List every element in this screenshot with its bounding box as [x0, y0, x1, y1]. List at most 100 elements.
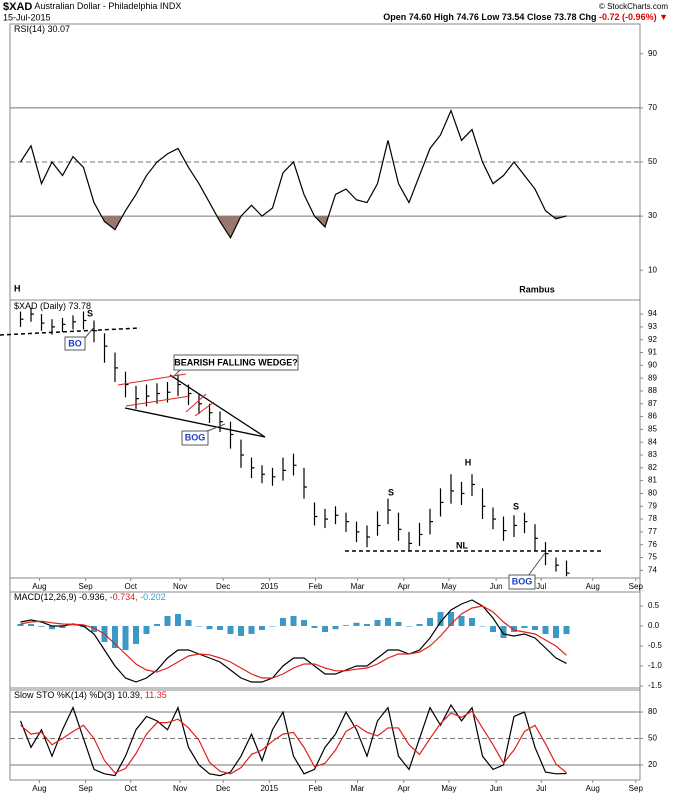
histogram-bar	[91, 626, 97, 632]
x-tick-label: May	[441, 582, 456, 591]
histogram-bar	[70, 625, 76, 627]
y-tick-label: -1.0	[648, 661, 662, 670]
callout-box	[181, 430, 209, 446]
annotation: BOG	[512, 576, 533, 586]
channel-line	[185, 393, 207, 413]
y-tick-label: 70	[648, 103, 657, 112]
legend-value: 10.39,	[117, 690, 142, 700]
annotation: BO	[68, 338, 82, 348]
y-tick-label: 94	[648, 309, 657, 318]
header-title: $XAD Australian Dollar - Philadelphia IN…	[3, 1, 181, 13]
histogram-bar	[511, 626, 517, 632]
x-tick-label: Mar	[351, 784, 365, 793]
histogram-bar	[563, 626, 570, 635]
histogram-bar	[122, 626, 129, 650]
histogram-bar	[374, 620, 381, 626]
y-tick-label: 20	[648, 760, 657, 769]
x-tick-label: Dec	[216, 582, 230, 591]
x-tick-label: Sep	[78, 784, 93, 793]
x-tick-label: May	[441, 784, 456, 793]
y-tick-label: 80	[648, 707, 657, 716]
y-tick-label: 0.0	[648, 621, 660, 630]
histogram-bar	[500, 626, 507, 638]
x-tick-label: Sep	[629, 582, 644, 591]
histogram-bar	[143, 626, 150, 634]
series-line	[19, 108, 567, 239]
y-tick-label: 30	[648, 211, 657, 220]
x-tick-label: Feb	[309, 784, 323, 793]
symbol-name: Australian Dollar - Philadelphia INDX	[34, 1, 181, 11]
legend-value: -0.936,	[79, 592, 107, 602]
histogram-bar	[490, 626, 496, 632]
x-tick-label: Aug	[586, 784, 600, 793]
x-tick-label: Dec	[216, 784, 230, 793]
y-tick-label: -0.5	[648, 641, 662, 650]
annotation: BOG	[185, 432, 206, 442]
callout-box	[508, 574, 536, 590]
legend-value: 11.35	[145, 690, 167, 700]
x-tick-label: Apr	[398, 582, 411, 591]
wedge-line	[124, 407, 266, 438]
callout	[171, 369, 181, 379]
histogram-bar	[343, 625, 349, 626]
y-tick-label: 82	[648, 463, 657, 472]
histogram-bar	[353, 622, 360, 626]
histogram-bar	[59, 626, 66, 628]
y-tick-label: 92	[648, 335, 657, 344]
histogram-bar	[469, 618, 475, 626]
y-tick-label: 77	[648, 527, 657, 536]
y-tick-label: 83	[648, 450, 657, 459]
histogram-bar	[322, 626, 328, 632]
x-tick-label: Oct	[125, 582, 138, 591]
x-tick-label: Jun	[490, 582, 503, 591]
quote-label: Low	[481, 12, 500, 22]
histogram-bar	[164, 616, 171, 626]
histogram-bar	[112, 626, 118, 648]
panel-title: RSI(14) 30.07	[14, 24, 70, 34]
quote-label: Chg	[579, 12, 597, 22]
x-tick-label: Jul	[536, 582, 546, 591]
x-tick-label: Aug	[586, 582, 600, 591]
quote-value: 73.54	[502, 12, 525, 22]
histogram-bar	[532, 626, 538, 630]
panel-title: $XAD (Daily) 73.78	[14, 301, 91, 311]
y-tick-label: 78	[648, 514, 657, 523]
y-tick-label: 79	[648, 501, 657, 510]
annotation: H	[465, 457, 472, 467]
x-tick-label: Apr	[398, 784, 411, 793]
y-tick-label: 76	[648, 540, 657, 549]
histogram-bar	[364, 624, 370, 626]
callout	[84, 325, 96, 339]
annotations: H Rambus S BO BEARISH FALLING WEDGE? BOG…	[0, 283, 603, 590]
wedge-line	[169, 374, 266, 438]
histogram-bar	[217, 626, 223, 630]
histogram-bar	[290, 616, 297, 626]
annotation: BEARISH FALLING WEDGE?	[174, 357, 298, 367]
date: 15-Jul-2015	[3, 12, 51, 22]
quote-label: Open	[383, 12, 406, 22]
panel-title: MACD(12,26,9) -0.936, -0.734, -0.202	[14, 592, 166, 602]
histogram-bar	[479, 626, 486, 627]
title: Slow STO %K(14) %D(3)	[14, 690, 115, 700]
title: $XAD (Daily)	[14, 301, 66, 311]
histogram-bar	[280, 618, 286, 626]
y-tick-label: 50	[648, 157, 657, 166]
histogram-bar	[196, 626, 202, 627]
channel-line	[125, 395, 191, 407]
histogram-bar	[385, 618, 391, 626]
callout-box	[64, 336, 86, 351]
panel-title: Slow STO %K(14) %D(3) 10.39, 11.35	[14, 690, 167, 700]
histogram-bar	[259, 626, 265, 630]
x-tick-label: Oct	[125, 784, 138, 793]
y-tick-label: 91	[648, 348, 657, 357]
histogram-bar	[311, 626, 318, 628]
histogram-bar	[38, 626, 45, 627]
histogram-bar	[154, 624, 160, 626]
quote-value: 74.76	[456, 12, 479, 22]
histogram-bar	[521, 626, 528, 628]
panel-border	[9, 591, 641, 689]
histogram-bar	[227, 626, 234, 634]
legend-value: -0.734,	[110, 592, 138, 602]
y-tick-label: 90	[648, 49, 657, 58]
